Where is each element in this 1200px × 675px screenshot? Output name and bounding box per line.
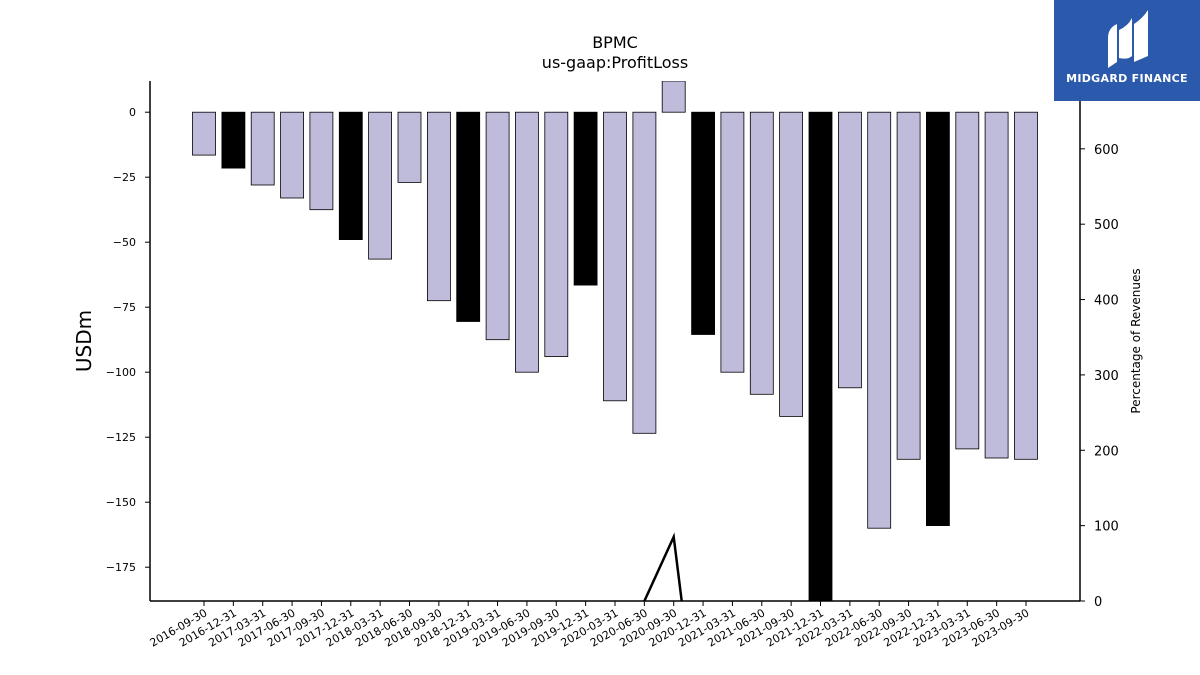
bar-2020-03-31 [603, 111, 627, 402]
bar-2019-06-30 [515, 111, 539, 373]
bar-2017-09-30 [309, 111, 334, 211]
chart-title: BPMC [592, 33, 638, 52]
bar-2022-12-31 [926, 111, 950, 526]
chart-subtitle: us-gaap:ProfitLoss [542, 53, 688, 72]
bar-2020-12-31 [691, 111, 715, 335]
logo-text: MIDGARD FINANCE [1066, 72, 1188, 85]
bars [192, 81, 1038, 601]
bar-2016-12-31 [221, 111, 246, 169]
y2-tick-label: 500 [1094, 218, 1119, 233]
y2-tick-label: 0 [1094, 595, 1102, 610]
bar-2018-12-31 [456, 111, 481, 322]
bar-2020-09-30 [661, 81, 686, 113]
bar-2017-12-31 [338, 111, 363, 240]
bar-2022-03-31 [838, 111, 862, 389]
bar-2018-03-31 [368, 111, 393, 260]
y2-axis-label: Percentage of Revenues [1129, 268, 1143, 413]
bar-2021-09-30 [779, 111, 803, 417]
y-tick-label: −50 [113, 236, 136, 249]
y-tick-label: −100 [106, 366, 136, 379]
bar-2023-09-30 [1014, 111, 1038, 460]
bar-2019-03-31 [485, 111, 510, 341]
bar-2023-06-30 [984, 111, 1009, 459]
bar-2018-06-30 [397, 111, 422, 183]
y-tick-label: −150 [106, 496, 136, 509]
y-tick-label: −25 [113, 171, 136, 184]
bar-2016-09-30 [192, 111, 216, 156]
bar-2017-06-30 [280, 111, 305, 199]
y-tick-label: 0 [129, 106, 136, 119]
y-axis-label: USDm [72, 310, 96, 372]
y2-tick-label: 600 [1094, 143, 1119, 158]
y-tick-label: −75 [113, 301, 136, 314]
y2-tick-label: 400 [1094, 294, 1119, 309]
bar-2019-09-30 [544, 111, 569, 357]
percent-of-revenues-line [643, 532, 683, 602]
bar-2019-12-31 [573, 111, 598, 286]
y2-tick-label: 100 [1094, 520, 1119, 535]
bar-2022-06-30 [867, 111, 892, 529]
y-tick-label: −125 [106, 431, 136, 444]
logo: MIDGARD FINANCE [1054, 0, 1200, 101]
bar-2022-09-30 [896, 111, 921, 460]
bar-2017-03-31 [250, 111, 275, 186]
bar-2021-03-31 [720, 111, 745, 373]
percent-line [643, 532, 683, 602]
bar-2021-06-30 [749, 111, 774, 395]
bar-2020-06-30 [632, 111, 657, 434]
bar-2023-03-31 [955, 111, 980, 450]
y2-tick-label: 300 [1094, 369, 1119, 384]
bar-2021-12-31 [808, 111, 833, 601]
y2-tick-label: 200 [1094, 444, 1119, 459]
y-tick-label: −175 [106, 561, 136, 574]
bar-2018-09-30 [426, 111, 451, 302]
midgard-logo-icon [1054, 0, 1200, 101]
